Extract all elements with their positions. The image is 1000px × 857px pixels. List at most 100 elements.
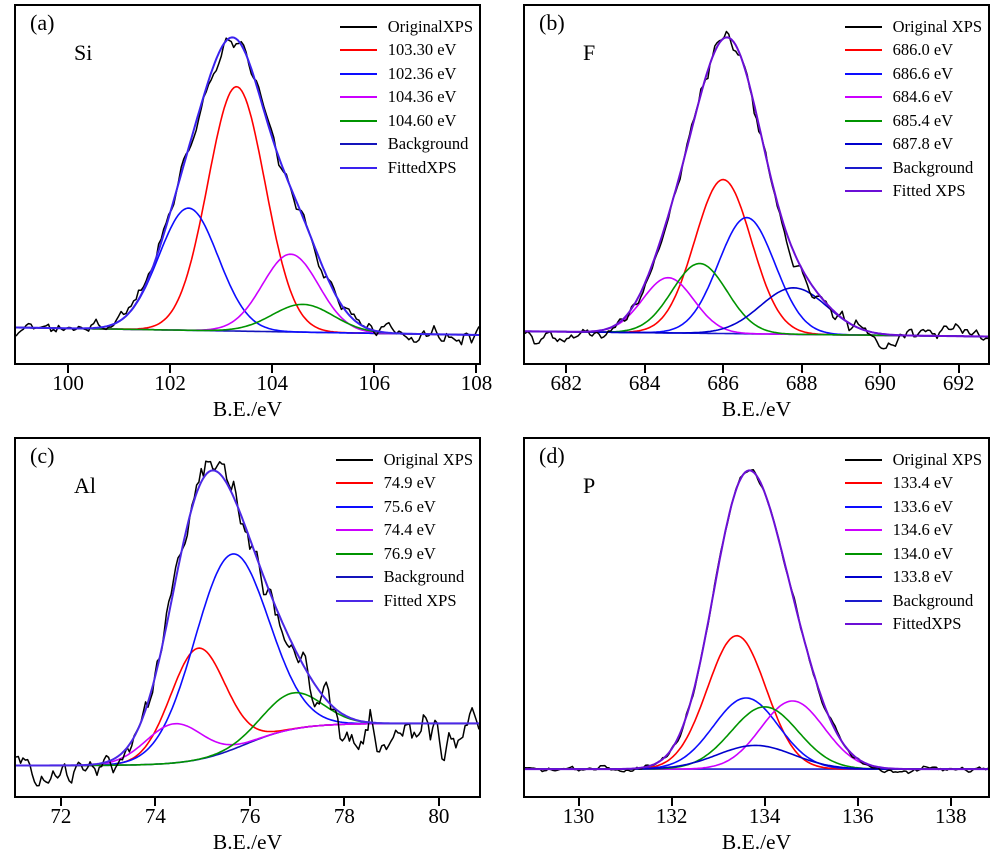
legend-label: FittedXPS [387, 157, 457, 177]
legend-item: OriginalXPS [339, 15, 473, 39]
x-tick-label: 688 [785, 371, 818, 395]
x-tick [856, 798, 859, 806]
curve-component [525, 262, 988, 338]
x-tick-label: 686 [707, 371, 739, 395]
legend-item: Background [335, 566, 473, 590]
legend-label: OriginalXPS [387, 16, 473, 36]
legend-item: Original XPS [844, 448, 982, 472]
x-tick-label: 138 [935, 804, 967, 828]
legend-item: 685.4 eV [844, 109, 982, 133]
x-tick-label: 690 [864, 371, 896, 395]
legend-label: Fitted XPS [892, 181, 966, 201]
element-label-b: F [583, 40, 596, 65]
legend-item: Original XPS [335, 448, 473, 472]
curve-fitted [16, 36, 479, 336]
x-tick [437, 798, 440, 806]
legend-line-swatch [844, 529, 882, 532]
x-tick [800, 365, 803, 373]
legend-label: 684.6 eV [892, 87, 954, 107]
legend-item: Background [844, 589, 982, 613]
curve-component [525, 276, 988, 338]
x-axis-title-a: B.E./eV [212, 397, 283, 421]
legend-line-swatch [844, 505, 882, 508]
spectrum-canvas-a [16, 36, 479, 346]
legend-line-swatch [844, 482, 882, 485]
legend-label: 102.36 eV [387, 63, 457, 83]
legend-label: 686.0 eV [892, 40, 954, 60]
legend-item: 75.6 eV [335, 495, 473, 519]
legend-item: 76.9 eV [335, 542, 473, 566]
x-tick [475, 365, 478, 373]
curve-component [16, 207, 479, 336]
x-tick-label: 692 [942, 371, 975, 395]
x-tick-label: 76 [239, 804, 261, 828]
x-tick-label: 72 [50, 804, 72, 828]
element-label-c: Al [74, 473, 96, 498]
legend-line-swatch [844, 576, 882, 579]
x-tick [248, 798, 251, 806]
panel-label-a: (a) [30, 10, 55, 35]
legend-label: Background [892, 157, 974, 177]
legend-line-swatch [844, 166, 882, 169]
x-tick-label: 682 [550, 371, 582, 395]
legend-label: Background [383, 567, 465, 587]
plot-area-b: (b) F Original XPS 686.0 eV 686.6 eV 684.6 … [523, 4, 990, 365]
legend-item: 686.6 eV [844, 62, 982, 86]
x-tick [722, 365, 725, 373]
x-axis-b: 682 684 686 688 690 692 [523, 365, 990, 399]
x-axis-a: 100 102 104 106 108 [14, 365, 492, 399]
legend-line-swatch [339, 72, 377, 75]
legend-line-swatch [335, 529, 373, 532]
legend-line-swatch [844, 623, 882, 626]
legend-line-swatch [844, 49, 882, 52]
legend-item: FittedXPS [339, 156, 473, 180]
legend-item: 134.0 eV [844, 542, 982, 566]
x-tick-label: 100 [52, 371, 84, 395]
curve-component [525, 706, 988, 770]
legend-label: 74.4 eV [383, 520, 436, 540]
legend-label: 76.9 eV [383, 543, 436, 563]
legend-item: 74.4 eV [335, 519, 473, 543]
legend-item: Fitted XPS [844, 180, 982, 204]
legend-item: Original XPS [844, 15, 982, 39]
legend-label: 134.0 eV [892, 543, 954, 563]
legend-line-swatch [335, 599, 373, 602]
x-tick [59, 798, 62, 806]
legend-label: 686.6 eV [892, 63, 954, 83]
legend-line-swatch [339, 96, 377, 99]
curve-component [525, 700, 988, 770]
panel-label-d: (d) [539, 443, 565, 468]
spectrum-canvas-b [525, 30, 988, 350]
legend-line-swatch [844, 143, 882, 146]
legend-item: Fitted XPS [335, 589, 473, 613]
curve-fitted [16, 469, 479, 767]
legend-a: OriginalXPS 103.30 eV 102.36 eV 104.36 eV 10… [339, 15, 473, 180]
legend-item: 104.36 eV [339, 86, 473, 110]
x-tick [373, 365, 376, 373]
legend-line-swatch [844, 190, 882, 193]
x-tick [670, 798, 673, 806]
legend-line-swatch [339, 166, 377, 169]
curve-background [16, 722, 479, 767]
legend-line-swatch [339, 25, 377, 28]
x-tick-label: 102 [154, 371, 186, 395]
legend-item: 133.6 eV [844, 495, 982, 519]
legend-label: 103.30 eV [387, 40, 457, 60]
x-tick-label: 104 [256, 371, 289, 395]
curve-fitted [525, 36, 988, 338]
legend-item: FittedXPS [844, 613, 982, 637]
x-tick [949, 798, 952, 806]
x-tick-label: 136 [841, 804, 874, 828]
legend-label: FittedXPS [892, 614, 962, 634]
curve-component [16, 253, 479, 336]
legend-line-swatch [339, 143, 377, 146]
x-tick [879, 365, 882, 373]
legend-item: 133.4 eV [844, 472, 982, 496]
legend-label: Background [387, 134, 469, 154]
legend-line-swatch [844, 25, 882, 28]
panel-label-b: (b) [539, 10, 565, 35]
legend-label: 134.6 eV [892, 520, 954, 540]
x-tick-label: 130 [562, 804, 595, 828]
curve-fitted [525, 469, 988, 771]
